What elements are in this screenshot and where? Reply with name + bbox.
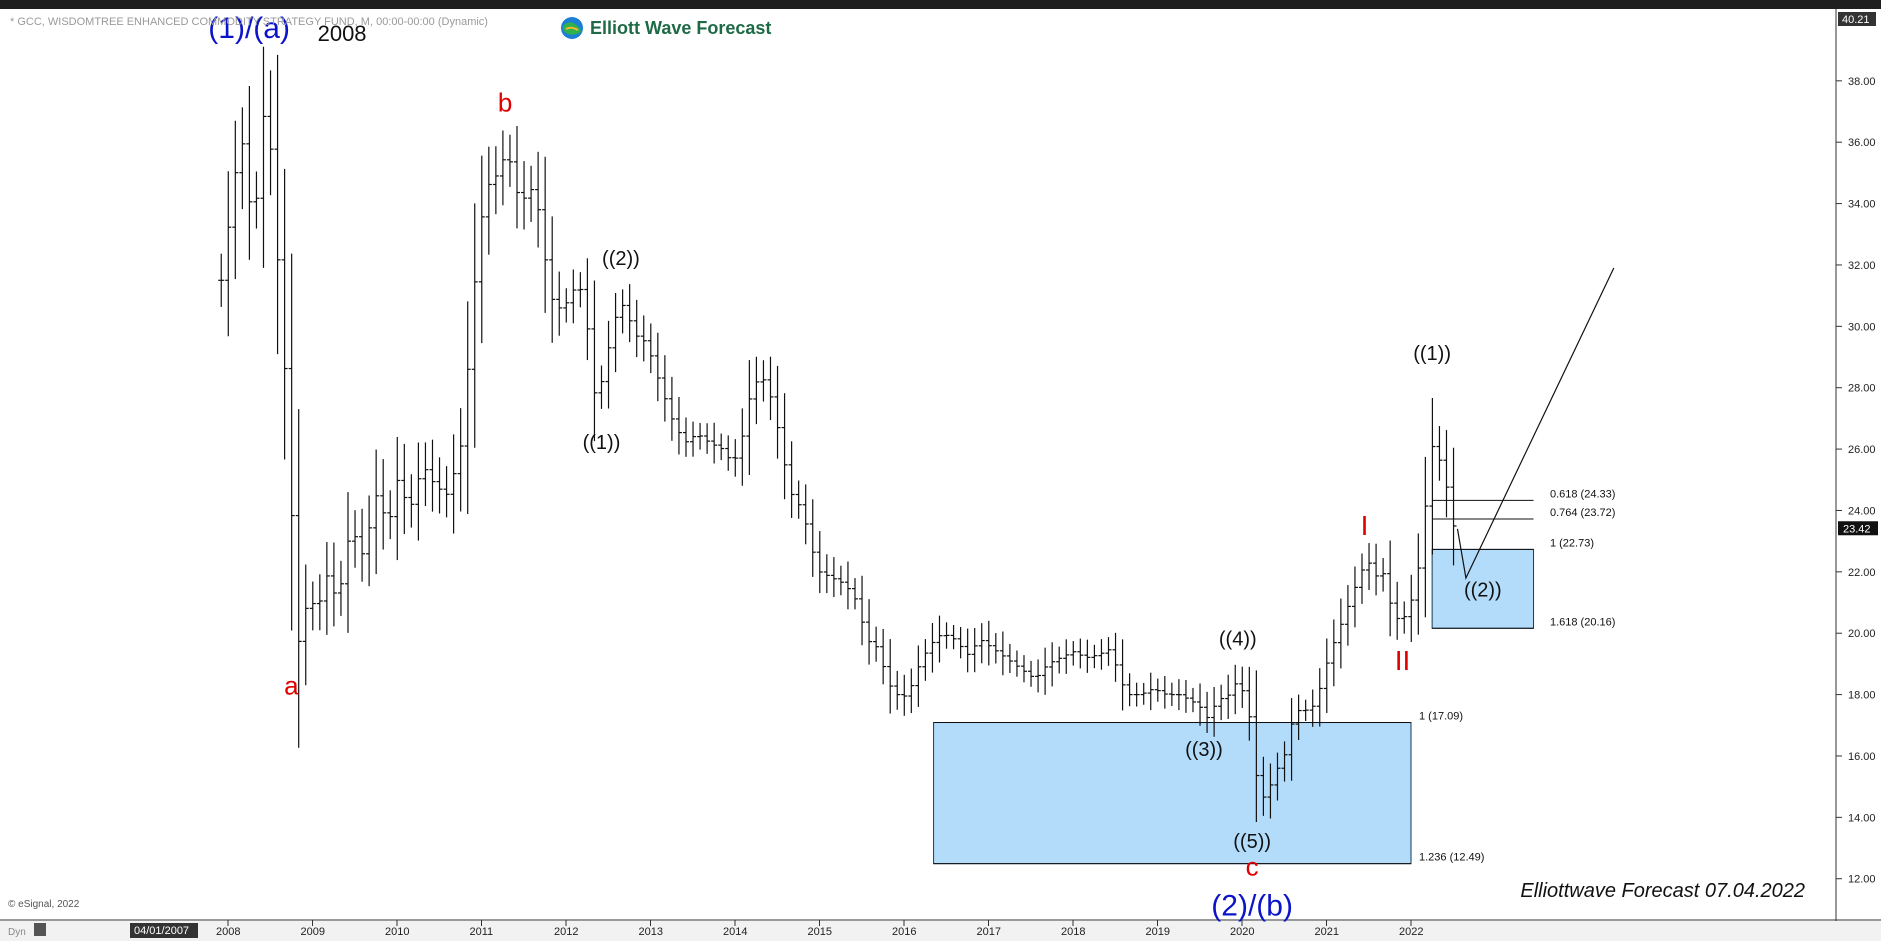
top-bar: [0, 0, 1881, 9]
x-tick-label: 2008: [216, 926, 240, 938]
y-tick-label: 20.00: [1848, 628, 1876, 640]
wave-label: ((3)): [1185, 739, 1223, 761]
wave-label: ((1)): [1413, 343, 1451, 365]
wave-label: (2)/(b): [1211, 890, 1293, 923]
fib-level-label: 1 (17.09): [1419, 711, 1463, 723]
time-axis-strip: [0, 921, 1881, 941]
y-tick-label: 16.00: [1848, 751, 1876, 763]
projection-path: [1456, 267, 1615, 580]
lower-target-box: [933, 722, 1412, 865]
x-tick-label: 2014: [723, 926, 747, 938]
y-tick-label: 12.00: [1848, 874, 1876, 886]
dyn-label: Dyn: [8, 927, 26, 938]
x-tick-label: 2022: [1399, 926, 1423, 938]
x-tick-label: 2017: [977, 926, 1001, 938]
y-tick-label: 32.00: [1848, 260, 1876, 272]
date-box-label: 04/01/2007: [134, 925, 189, 937]
x-tick-label: 2011: [470, 926, 494, 938]
price-chart[interactable]: 12.00 14.00 16.00 18.00 20.00 22.00 24.00 26.00…: [0, 9, 1881, 941]
x-tick-label: 2020: [1230, 926, 1254, 938]
wave-label: ((1)): [583, 432, 621, 454]
y-tick-label: 22.00: [1848, 567, 1876, 579]
wave-label: c: [1246, 852, 1259, 882]
x-tick-label: 2019: [1146, 926, 1170, 938]
y-top-badge: [1838, 12, 1876, 26]
wave-label: 2008: [318, 21, 367, 46]
fib-level-label: 1.618 (20.16): [1550, 616, 1615, 628]
x-tick-label: 2018: [1061, 926, 1085, 938]
logo-text: Elliott Wave Forecast: [590, 17, 772, 38]
x-tick-label: 2021: [1315, 926, 1339, 938]
dyn-button: [34, 923, 46, 936]
y-top-label: 40.21: [1842, 14, 1870, 26]
upper-target-box: [1431, 548, 1535, 629]
wave-label: II: [1395, 645, 1411, 676]
signature-text: Elliottwave Forecast 07.04.2022: [1520, 880, 1805, 902]
y-tick-label: 34.00: [1848, 199, 1876, 211]
wave-label: ((4)): [1219, 628, 1257, 650]
y-tick-label: 30.00: [1848, 321, 1876, 333]
y-tick-label: 28.00: [1848, 383, 1876, 395]
last-price-label: 23.42: [1843, 523, 1871, 535]
y-tick-label: 24.00: [1848, 505, 1876, 517]
fib-level-label: 1.236 (12.49): [1419, 852, 1484, 864]
globe-icon: [561, 17, 583, 39]
fib-level-label: 0.764 (23.72): [1550, 507, 1615, 519]
instrument-header: * GCC, WISDOMTREE ENHANCED COMMODITY STR…: [10, 16, 488, 28]
x-tick-label: 2012: [554, 926, 578, 938]
x-tick-label: 2016: [892, 926, 916, 938]
x-tick-label: 2009: [301, 926, 325, 938]
y-tick-label: 38.00: [1848, 76, 1876, 88]
y-tick-label: 26.00: [1848, 444, 1876, 456]
x-tick-label: 2015: [808, 926, 832, 938]
wave-label: a: [284, 671, 299, 701]
wave-label: ((2)): [1464, 579, 1502, 601]
brand-logo: Elliott Wave Forecast: [560, 14, 771, 42]
wave-label: ((5)): [1233, 831, 1271, 853]
last-price-badge: [1838, 521, 1878, 536]
x-tick-label: 2010: [385, 926, 409, 938]
wave-label: b: [498, 88, 512, 118]
wave-label: ((2)): [602, 248, 640, 270]
y-tick-label: 36.00: [1848, 137, 1876, 149]
wave-label: (1)/(a): [208, 12, 290, 45]
y-tick-label: 14.00: [1848, 812, 1876, 824]
copyright-text: © eSignal, 2022: [8, 899, 80, 910]
fib-level-label: 0.618 (24.33): [1550, 488, 1615, 500]
ohlc-bars: [218, 46, 1457, 822]
fib-level-label: 1 (22.73): [1550, 537, 1594, 549]
date-box: [130, 923, 198, 938]
wave-label: I: [1361, 510, 1369, 541]
y-tick-label: 18.00: [1848, 690, 1876, 702]
x-tick-label: 2013: [639, 926, 663, 938]
